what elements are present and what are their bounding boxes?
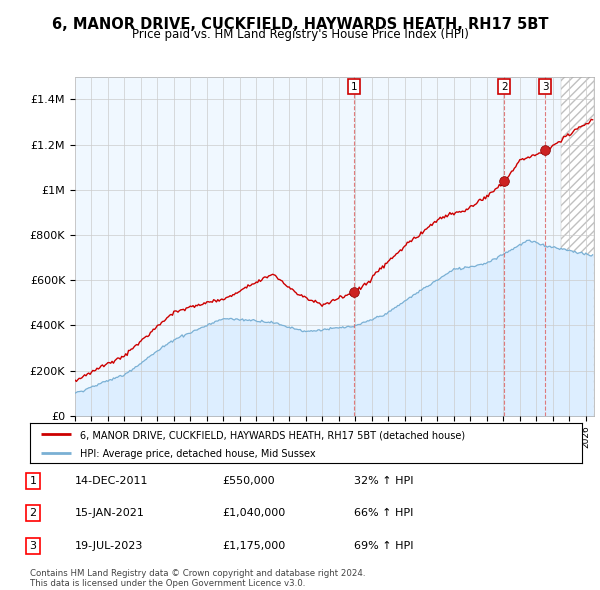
Text: 19-JUL-2023: 19-JUL-2023: [75, 541, 143, 550]
Text: 32% ↑ HPI: 32% ↑ HPI: [354, 476, 413, 486]
Text: 14-DEC-2011: 14-DEC-2011: [75, 476, 149, 486]
Text: 1: 1: [351, 82, 358, 92]
Text: 1: 1: [29, 476, 37, 486]
Text: 2: 2: [29, 509, 37, 518]
Text: 66% ↑ HPI: 66% ↑ HPI: [354, 509, 413, 518]
Text: 3: 3: [29, 541, 37, 550]
Text: 2: 2: [501, 82, 508, 92]
Text: £1,175,000: £1,175,000: [222, 541, 285, 550]
Text: £550,000: £550,000: [222, 476, 275, 486]
Text: 69% ↑ HPI: 69% ↑ HPI: [354, 541, 413, 550]
Text: Price paid vs. HM Land Registry's House Price Index (HPI): Price paid vs. HM Land Registry's House …: [131, 28, 469, 41]
Text: Contains HM Land Registry data © Crown copyright and database right 2024.
This d: Contains HM Land Registry data © Crown c…: [30, 569, 365, 588]
Polygon shape: [561, 77, 594, 416]
Text: 15-JAN-2021: 15-JAN-2021: [75, 509, 145, 518]
Text: 6, MANOR DRIVE, CUCKFIELD, HAYWARDS HEATH, RH17 5BT (detached house): 6, MANOR DRIVE, CUCKFIELD, HAYWARDS HEAT…: [80, 430, 465, 440]
Text: 3: 3: [542, 82, 548, 92]
Text: HPI: Average price, detached house, Mid Sussex: HPI: Average price, detached house, Mid …: [80, 450, 316, 460]
Text: 6, MANOR DRIVE, CUCKFIELD, HAYWARDS HEATH, RH17 5BT: 6, MANOR DRIVE, CUCKFIELD, HAYWARDS HEAT…: [52, 17, 548, 31]
Text: £1,040,000: £1,040,000: [222, 509, 285, 518]
